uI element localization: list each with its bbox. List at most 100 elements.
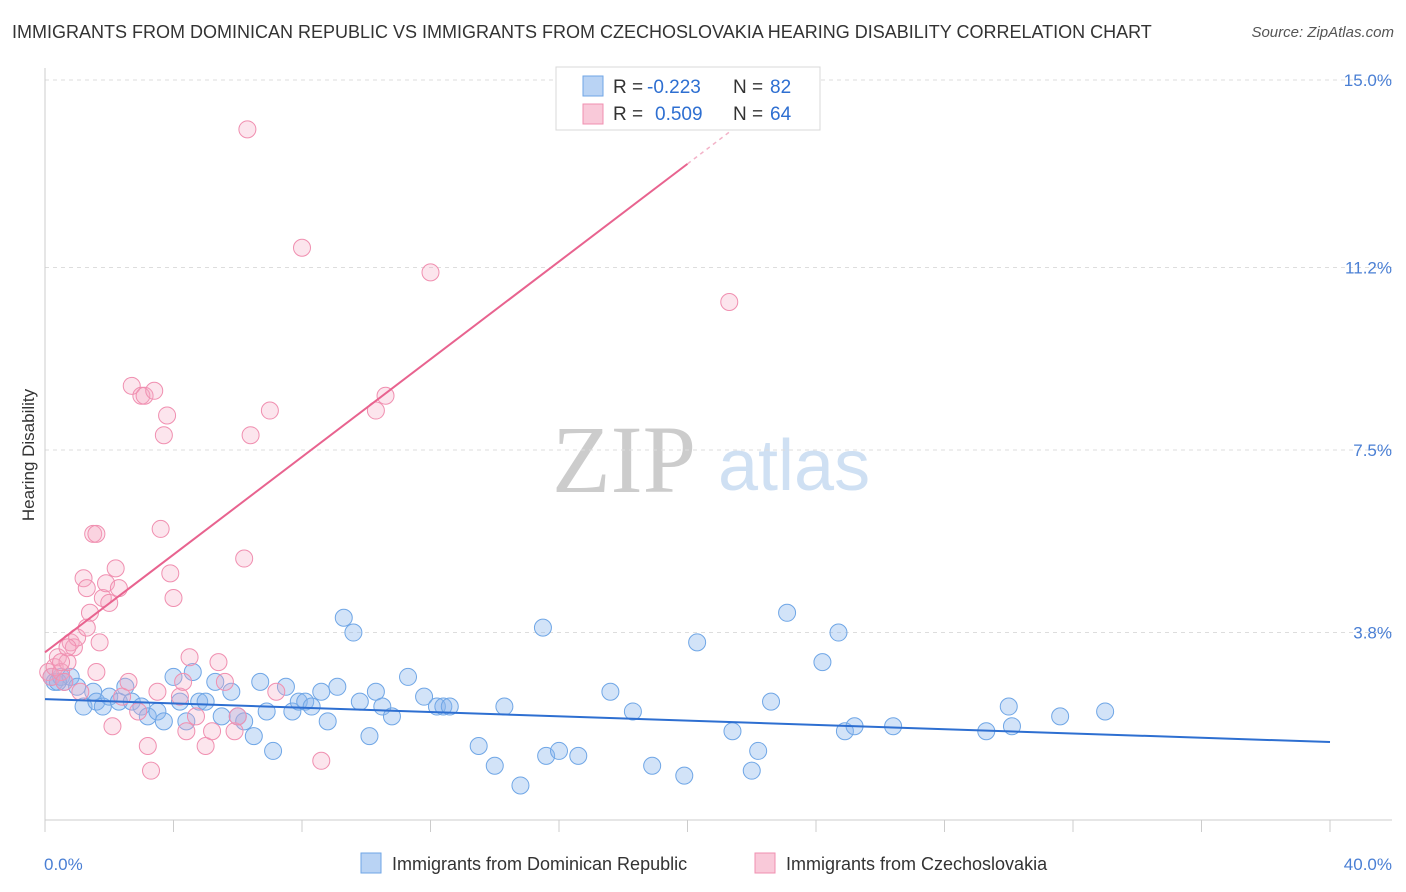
point-dominican bbox=[93, 697, 112, 716]
point-dominican bbox=[762, 692, 781, 711]
point-dominican bbox=[643, 756, 662, 775]
y-tick-label: 15.0% bbox=[1344, 71, 1392, 90]
point-czechoslovakia bbox=[170, 687, 189, 706]
trend-line-czechoslovakia bbox=[44, 163, 689, 654]
point-dominican bbox=[138, 707, 157, 726]
point-czechoslovakia bbox=[90, 633, 109, 652]
point-dominican bbox=[382, 707, 401, 726]
point-czechoslovakia bbox=[161, 564, 180, 583]
point-dominican bbox=[485, 756, 504, 775]
point-dominican bbox=[511, 776, 530, 795]
point-czechoslovakia bbox=[109, 579, 128, 598]
point-czechoslovakia bbox=[267, 682, 286, 701]
point-czechoslovakia bbox=[164, 589, 183, 607]
point-dominican bbox=[183, 663, 202, 681]
legend-r-value-1: -0.223 bbox=[647, 77, 701, 98]
point-dominican bbox=[206, 672, 225, 691]
gridlines bbox=[45, 79, 1392, 634]
point-dominican bbox=[350, 692, 369, 711]
trend-lines bbox=[44, 90, 1331, 744]
point-czechoslovakia bbox=[225, 722, 244, 741]
point-dominican bbox=[742, 761, 761, 780]
y-tick-label: 7.5% bbox=[1353, 441, 1392, 460]
data-points bbox=[39, 120, 1115, 795]
point-czechoslovakia bbox=[203, 722, 222, 741]
point-dominican bbox=[312, 682, 331, 701]
point-czechoslovakia bbox=[186, 707, 205, 726]
point-czechoslovakia bbox=[71, 682, 90, 701]
point-czechoslovakia bbox=[174, 672, 193, 691]
point-czechoslovakia bbox=[366, 401, 385, 420]
point-czechoslovakia bbox=[421, 263, 440, 282]
legend-r-value-2: 0.509 bbox=[655, 104, 703, 125]
series-label-dominican: Immigrants from Dominican Republic bbox=[392, 854, 687, 874]
point-czechoslovakia bbox=[87, 663, 106, 681]
trend-line-dominican bbox=[44, 698, 1331, 744]
point-czechoslovakia bbox=[235, 549, 254, 568]
legend-n-value-1: 82 bbox=[770, 77, 791, 98]
point-czechoslovakia bbox=[158, 406, 177, 425]
point-dominican bbox=[778, 603, 797, 622]
point-czechoslovakia bbox=[138, 737, 157, 755]
y-axis-label: Hearing Disability bbox=[19, 388, 38, 521]
point-czechoslovakia bbox=[64, 638, 83, 657]
watermark-atlas: atlas bbox=[718, 426, 870, 506]
correlation-legend: R = -0.223 N = 82 R = 0.509 N = 64 bbox=[555, 66, 821, 131]
series-legend: Immigrants from Dominican Republic Immig… bbox=[360, 852, 1048, 874]
point-dominican bbox=[399, 667, 418, 686]
point-dominican bbox=[1096, 702, 1115, 721]
point-czechoslovakia bbox=[215, 672, 234, 691]
point-dominican bbox=[723, 722, 742, 741]
point-dominican bbox=[251, 672, 270, 691]
point-dominican bbox=[427, 697, 446, 716]
point-czechoslovakia bbox=[103, 717, 122, 736]
point-dominican bbox=[999, 697, 1018, 716]
point-dominican bbox=[440, 697, 459, 716]
point-dominican bbox=[212, 707, 231, 726]
x-tick-label: 40.0% bbox=[1344, 855, 1392, 874]
point-czechoslovakia bbox=[148, 682, 167, 701]
point-dominican bbox=[244, 727, 263, 746]
point-dominican bbox=[177, 712, 196, 731]
watermark-zip: ZIP bbox=[552, 406, 696, 513]
y-tick-labels: 3.8% 7.5% 11.2% 15.0% bbox=[1344, 71, 1392, 643]
point-dominican bbox=[190, 692, 209, 711]
point-dominican bbox=[222, 682, 241, 701]
point-czechoslovakia bbox=[142, 761, 161, 780]
legend-n-label-2: N = bbox=[733, 104, 763, 125]
point-dominican bbox=[154, 712, 173, 731]
legend-n-value-2: 64 bbox=[770, 104, 792, 125]
point-dominican bbox=[434, 697, 453, 716]
y-tick-label: 11.2% bbox=[1345, 258, 1392, 277]
point-czechoslovakia bbox=[177, 722, 196, 741]
point-czechoslovakia bbox=[48, 648, 67, 667]
legend-r-label-2: R = bbox=[613, 104, 643, 125]
point-dominican bbox=[623, 702, 642, 721]
point-czechoslovakia bbox=[52, 663, 71, 681]
watermark: ZIP atlas bbox=[552, 406, 870, 513]
point-dominican bbox=[164, 667, 183, 686]
point-czechoslovakia bbox=[135, 386, 154, 405]
point-czechoslovakia bbox=[154, 426, 173, 445]
point-czechoslovakia bbox=[119, 672, 138, 691]
point-dominican bbox=[360, 727, 379, 746]
point-dominican bbox=[334, 608, 353, 627]
axes bbox=[44, 68, 1392, 832]
point-dominican bbox=[196, 692, 215, 711]
point-dominican bbox=[675, 766, 694, 785]
legend-r-label-1: R = bbox=[613, 77, 643, 98]
point-czechoslovakia bbox=[74, 569, 93, 588]
point-czechoslovakia bbox=[77, 579, 96, 598]
point-czechoslovakia bbox=[106, 559, 125, 578]
point-dominican bbox=[688, 633, 707, 652]
legend-n-label-1: N = bbox=[733, 77, 763, 98]
point-dominican bbox=[749, 741, 768, 760]
point-dominican bbox=[1051, 707, 1070, 726]
point-czechoslovakia bbox=[312, 751, 331, 770]
point-dominican bbox=[170, 692, 189, 711]
point-dominican bbox=[415, 687, 434, 706]
point-dominican bbox=[550, 741, 568, 760]
y-tick-label: 3.8% bbox=[1353, 624, 1392, 643]
source-note: Source: ZipAtlas.com bbox=[1251, 24, 1394, 41]
